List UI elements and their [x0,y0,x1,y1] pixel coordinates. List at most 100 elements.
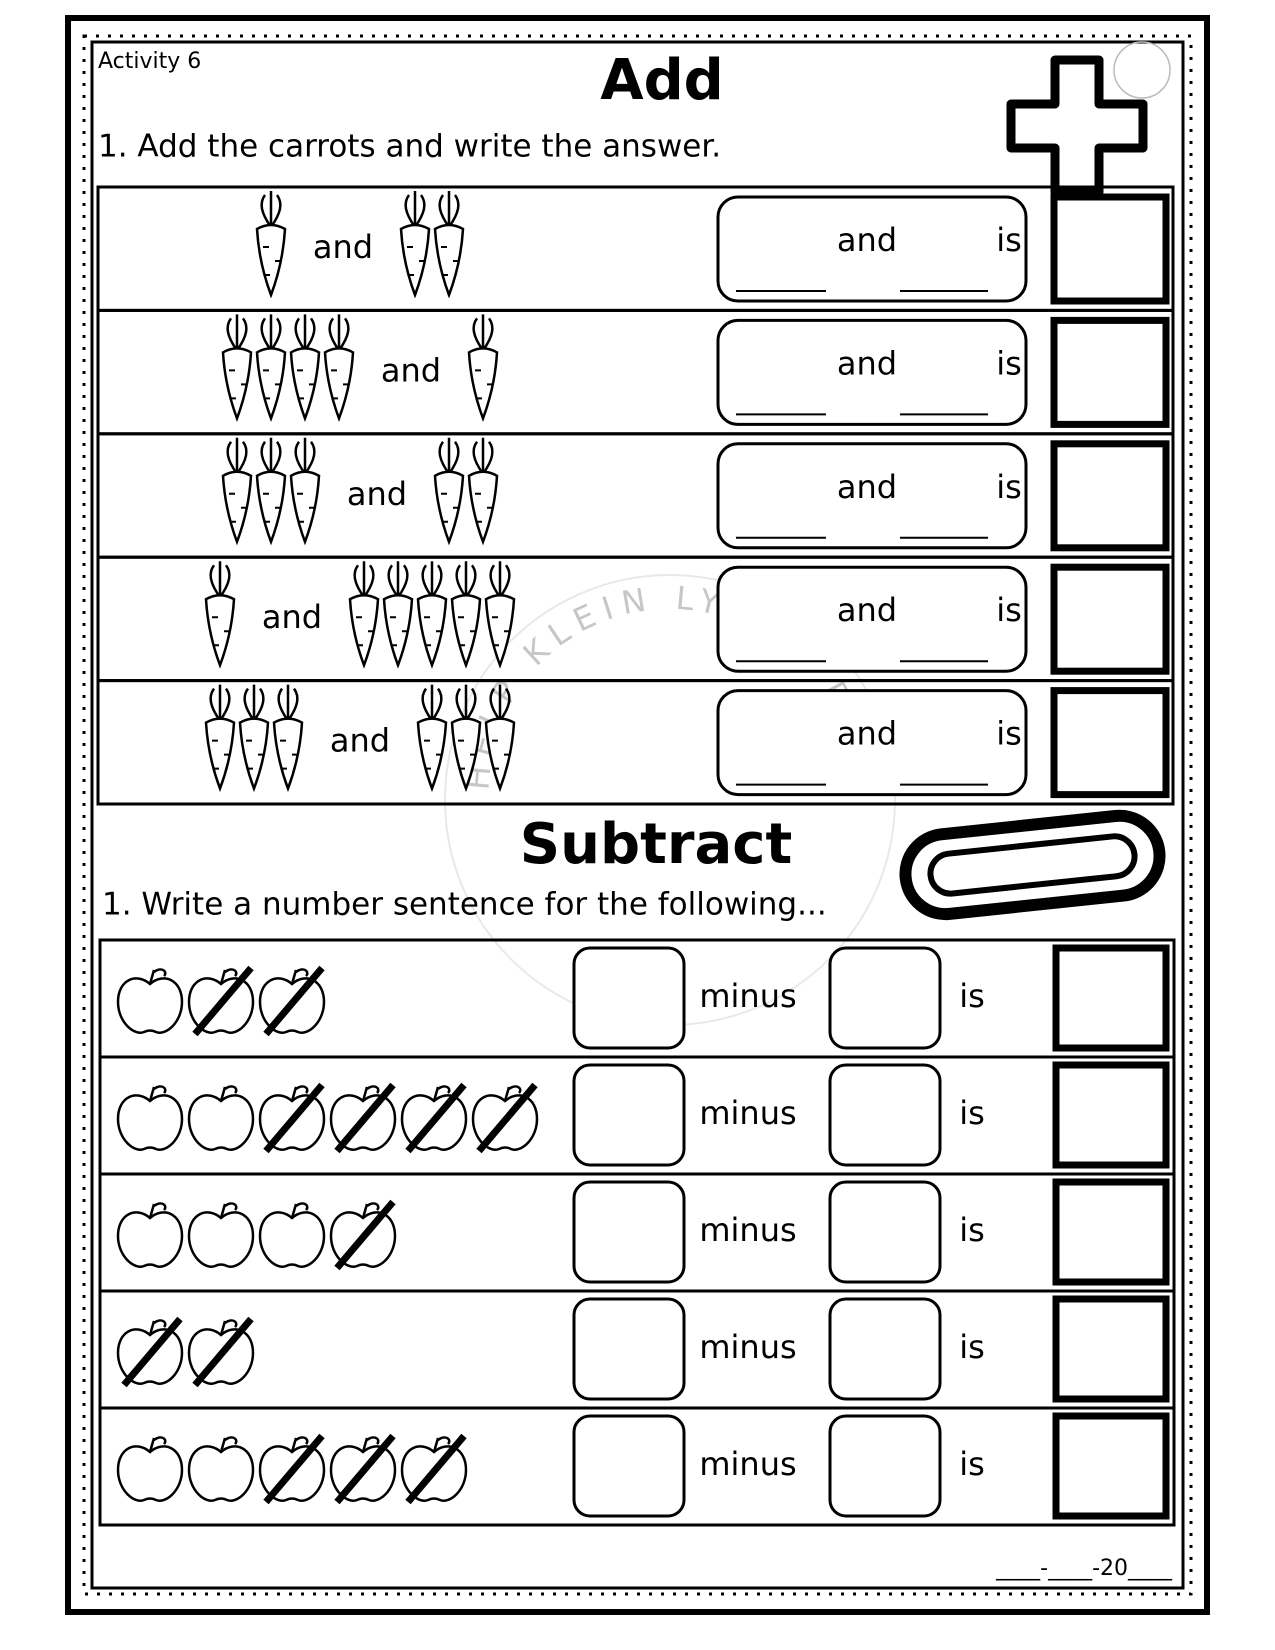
carrot-body [255,347,287,422]
box-is: is [996,221,1022,259]
carrot-lines [229,369,247,400]
carrot [221,314,253,422]
answer-box [1052,1295,1170,1403]
carrot-body [348,593,380,669]
carrot [484,684,516,793]
apple [258,1202,326,1268]
carrot-lines [212,616,230,647]
carrot [289,437,321,546]
logo-stamp [1113,41,1171,99]
carrot-leaves [260,437,282,475]
box-and: and [837,344,897,382]
carrot [272,684,304,793]
activity-label: Activity 6 [98,49,201,74]
carrot-body [289,470,321,546]
carrot-leaves [294,437,316,475]
carrot-leaves [260,191,282,228]
apple [400,1433,468,1505]
carrot [323,314,355,422]
carrot-body [433,223,465,299]
apple-stem [361,1202,380,1219]
box-is: is [996,715,1022,753]
apple-stem [219,1085,238,1102]
carrot-leaves [472,314,494,352]
cross-out [405,1433,467,1505]
carrot [484,561,516,669]
answer-box [1052,1061,1170,1169]
apple [258,1433,326,1505]
carrot-lines [263,369,281,400]
carrot-lines [407,246,425,276]
carrot-lines [212,739,230,770]
box-and: and [837,221,897,259]
carrot-body [484,717,516,793]
carrot-leaves [455,561,477,598]
apple-stem [290,1436,309,1453]
cross-out [334,1433,396,1505]
apple-stem [361,1085,380,1102]
apple [258,1082,326,1154]
carrot [289,314,321,422]
carrot-lines [458,616,476,647]
carrot-body [399,223,431,299]
box-is: is [996,468,1022,506]
row-cell [98,1406,1176,1527]
number-box-1 [572,1180,686,1284]
apple [187,1085,255,1151]
box-is: is [996,344,1022,382]
answer-box [1050,440,1170,552]
answer-box [1050,193,1170,305]
apple [258,965,326,1037]
carrot-lines [331,369,349,400]
carrot [255,191,287,299]
apple-stem [148,1436,167,1453]
carrot [382,561,414,669]
carrot-leaves [489,684,511,722]
box-is: is [996,591,1022,629]
apple-body [187,1211,255,1268]
cross-out [121,1316,183,1388]
apple-stem [503,1085,522,1102]
carrot [416,684,448,793]
apple [187,1202,255,1268]
number-box-1 [572,1297,686,1401]
add-instruction: 1. Add the carrots and write the answer. [98,129,721,165]
apple [329,1199,397,1271]
cross-out [405,1082,467,1154]
carrot [450,684,482,793]
carrot-leaves [353,561,375,598]
carrot-lines [263,246,281,276]
carrot-body [450,717,482,793]
cross-out [476,1082,538,1154]
cross-out [263,965,325,1037]
apple-stem [290,1202,309,1219]
carrot-leaves [421,684,443,722]
carrot-body [467,470,499,546]
carrot-leaves [472,437,494,475]
carrot-body [450,593,482,669]
apple [400,1082,468,1154]
carrot-body [467,347,499,422]
apple-stem [148,1319,167,1336]
box-and: and [837,468,897,506]
carrot-lines [424,616,442,647]
carrot [467,314,499,422]
carrot-lines [297,492,315,523]
carrot-lines [229,492,247,523]
apple-stem [361,1436,380,1453]
number-box-2 [828,1297,942,1401]
answer-box [1050,687,1170,799]
carrot-body [255,470,287,546]
carrot-leaves [455,684,477,722]
carrot-body [433,470,465,546]
carrot-body [221,470,253,546]
apple-body [187,1445,255,1502]
is-word: is [959,1211,985,1249]
carrot-leaves [328,314,350,352]
carrot-lines [475,369,493,400]
carrot-leaves [226,437,248,475]
carrot-lines [390,616,408,647]
minus-word: minus [699,1445,796,1483]
subtract-title: Subtract [520,812,792,877]
